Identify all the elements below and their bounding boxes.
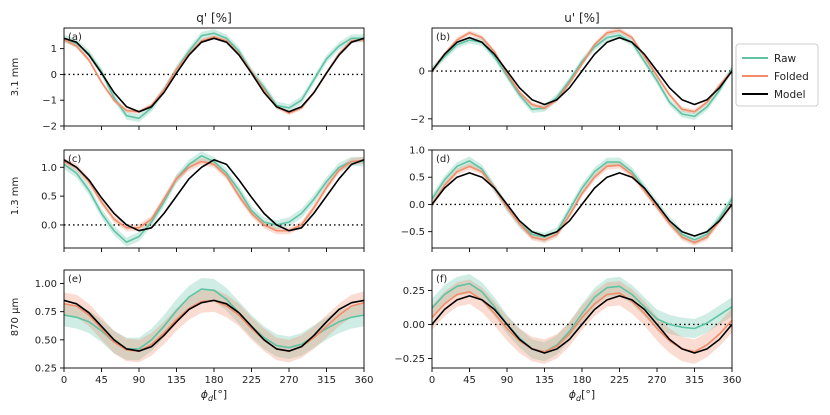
y-tick-label: −2 <box>42 122 57 133</box>
raw-uncertainty-band <box>64 277 364 361</box>
panel-tag-label: (f) <box>436 274 447 285</box>
x-tick-label: 315 <box>685 375 704 386</box>
x-tick-label: 0 <box>61 375 67 386</box>
folded-uncertainty-band <box>64 289 364 363</box>
panel-frame <box>63 27 365 127</box>
x-tick-label: 270 <box>279 375 298 386</box>
plot-area <box>432 28 732 121</box>
panel-f: −0.25 0.00 0.25 0 45 90 135 180 225 270 315 360 (f) <box>394 269 742 386</box>
x-tick-label: 90 <box>501 375 514 386</box>
y-tick-label: −0.25 <box>394 354 425 365</box>
model-series-line <box>64 299 364 352</box>
raw-series-line <box>64 32 364 120</box>
y-tick-label: 0.50 <box>35 335 57 346</box>
y-tick-label: 0.25 <box>35 364 57 375</box>
model-series-line <box>64 37 364 113</box>
x-tick-label: 45 <box>95 375 108 386</box>
raw-uncertainty-band <box>432 31 732 121</box>
x-tick-label: 45 <box>463 375 476 386</box>
plot-area <box>64 151 364 247</box>
x-tick-label: 135 <box>167 375 186 386</box>
x-tick-label: 180 <box>204 375 223 386</box>
plot-area <box>432 156 732 246</box>
plot-area <box>64 277 364 363</box>
legend-frame <box>735 43 819 107</box>
y-tick-label: 0.5 <box>41 192 57 203</box>
x-tick-label: 315 <box>317 375 336 386</box>
panel-tag-label: (e) <box>68 274 82 285</box>
panel-d: −0.5 0.0 0.5 1.0 (d) <box>401 146 733 252</box>
plot-area <box>64 29 364 123</box>
plot-area <box>432 274 732 364</box>
x-axis-label-right-unit: [°] <box>581 388 595 401</box>
y-tick-label: 0.5 <box>409 173 425 184</box>
panels-group: −2 −1 0 1 (a) −2 0 (b) 0.0 0.5 1.0 (c) −0.5 0.0 0.5 1.0… <box>35 27 742 386</box>
x-axis-label-left: ϕd[°] <box>201 388 227 403</box>
column-title-q: q' [%] <box>196 11 232 25</box>
panel-tag-label: (c) <box>68 154 81 165</box>
row-label-3mm: 3.1 mm <box>10 58 21 97</box>
raw-series-line <box>432 34 732 118</box>
model-series-line <box>432 295 732 354</box>
raw-uncertainty-band <box>432 156 732 245</box>
y-tick-label: 0 <box>51 70 57 81</box>
panel-e: 0.25 0.50 0.75 1.00 0 45 90 135 180 225 270 315 360 (… <box>35 269 374 386</box>
y-tick-label: 0.75 <box>35 307 57 318</box>
x-tick-label: 360 <box>354 375 373 386</box>
model-series-line <box>432 172 732 237</box>
x-tick-label: 225 <box>242 375 261 386</box>
y-tick-label: 0 <box>419 67 425 78</box>
x-tick-label: 0 <box>429 375 435 386</box>
folded-series-line <box>432 29 732 113</box>
x-tick-label: 270 <box>647 375 666 386</box>
y-tick-label: −1 <box>42 96 57 107</box>
x-axis-label-left-subscript: d <box>208 394 214 403</box>
y-tick-label: 1.0 <box>41 163 57 174</box>
y-tick-label: 1 <box>51 44 57 55</box>
panel-a: −2 −1 0 1 (a) <box>42 27 365 133</box>
x-axis-label-right: ϕd[°] <box>569 388 595 403</box>
y-tick-label: 0.00 <box>403 320 425 331</box>
panel-c: 0.0 0.5 1.0 (c) <box>41 149 365 252</box>
row-label-1mm: 1.3 mm <box>10 177 21 216</box>
row-label-870um: 870 μm <box>10 298 21 336</box>
x-axis-label-right-subscript: d <box>576 394 582 403</box>
legend-label-raw: Raw <box>774 53 796 65</box>
x-tick-label: 360 <box>722 375 741 386</box>
x-axis-label-left-symbol: ϕ <box>201 388 208 401</box>
model-series-line <box>432 36 732 106</box>
panel-b: −2 0 (b) <box>410 27 733 130</box>
model-series-line <box>64 159 364 232</box>
y-tick-label: 0.0 <box>409 200 425 211</box>
x-tick-label: 180 <box>572 375 591 386</box>
raw-series-line <box>432 160 732 241</box>
x-tick-label: 135 <box>535 375 554 386</box>
y-tick-label: 0.25 <box>403 286 425 297</box>
folded-series-line <box>432 164 732 244</box>
folded-series-line <box>64 159 364 232</box>
x-tick-label: 90 <box>133 375 146 386</box>
panel-tag-label: (b) <box>436 32 450 43</box>
raw-series-line <box>432 282 732 353</box>
x-tick-label: 225 <box>610 375 629 386</box>
y-tick-label: −2 <box>410 114 425 125</box>
y-tick-label: −0.5 <box>401 227 425 238</box>
panel-tag-label: (a) <box>68 32 82 43</box>
column-title-u: u' [%] <box>564 11 599 25</box>
y-tick-label: 1.0 <box>409 146 425 157</box>
legend: Raw Folded Model <box>735 43 819 107</box>
panel-tag-label: (d) <box>436 154 450 165</box>
folded-uncertainty-band <box>432 279 732 364</box>
x-axis-label-left-unit: [°] <box>213 388 227 401</box>
legend-label-model: Model <box>774 89 806 101</box>
y-tick-label: 0.0 <box>41 220 57 231</box>
y-tick-label: 1.00 <box>35 279 57 290</box>
raw-series-line <box>64 155 364 243</box>
legend-label-folded: Folded <box>774 71 809 83</box>
x-axis-label-right-symbol: ϕ <box>569 388 576 401</box>
raw-uncertainty-band <box>64 29 364 123</box>
